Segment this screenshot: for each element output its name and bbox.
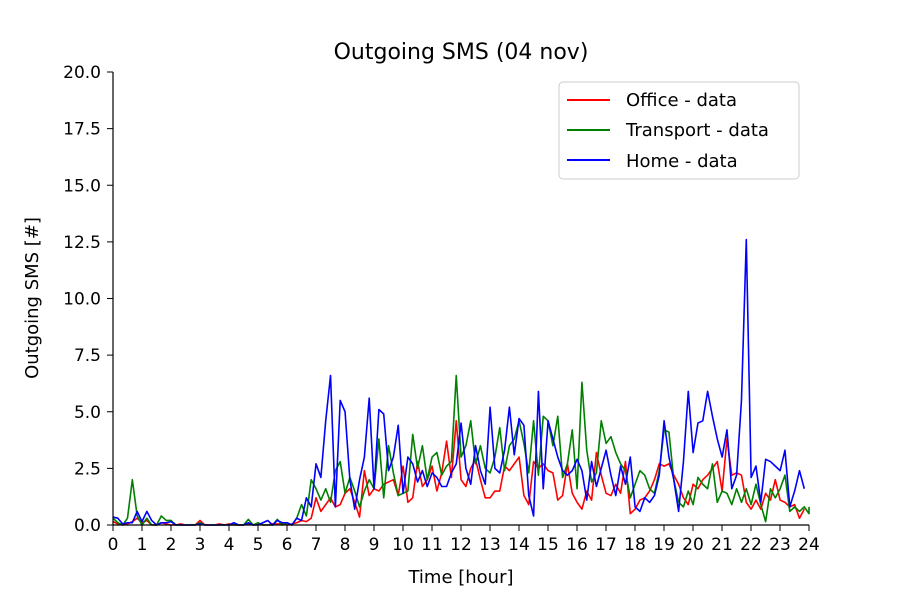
series-line-office: [112, 420, 806, 526]
x-tick-label: 12: [450, 535, 472, 555]
x-tick-label: 15: [537, 535, 559, 555]
series-line-transport: [112, 374, 810, 526]
y-tick-label: 2.5: [74, 459, 101, 479]
x-tick-label: 10: [392, 535, 414, 555]
x-tick-label: 6: [282, 535, 293, 555]
x-tick-label: 1: [137, 535, 148, 555]
x-tick-label: 4: [224, 535, 235, 555]
y-axis-ticks: 0.0 2.5 5.0 7.5 10.0 12.5 15.0 17.5 20.0: [63, 63, 113, 536]
x-tick-label: 3: [195, 535, 206, 555]
x-tick-label: 7: [311, 535, 322, 555]
chart-title: Outgoing SMS (04 nov): [334, 40, 589, 65]
legend-label-office: Office - data: [626, 90, 737, 111]
x-tick-label: 13: [479, 535, 501, 555]
legend-label-home: Home - data: [626, 151, 738, 172]
x-tick-label: 5: [253, 535, 264, 555]
x-tick-label: 2: [166, 535, 177, 555]
x-axis-label: Time [hour]: [407, 567, 513, 588]
x-tick-label: 16: [566, 535, 588, 555]
y-axis-label: Outgoing SMS [#]: [22, 217, 43, 379]
y-tick-label: 17.5: [63, 120, 101, 140]
x-tick-label: 22: [740, 535, 762, 555]
x-tick-label: 21: [711, 535, 733, 555]
series-layer: [112, 238, 810, 526]
x-tick-label: 17: [595, 535, 617, 555]
x-axis-ticks: 0 1 2 3 4 5 6 7 8 9 10 11 12 13 14 15 16 17 18 19 20 21 22 23 24: [108, 525, 820, 555]
x-tick-label: 14: [508, 535, 530, 555]
x-tick-label: 23: [769, 535, 791, 555]
x-tick-label: 18: [624, 535, 646, 555]
x-tick-label: 9: [369, 535, 380, 555]
y-tick-label: 12.5: [63, 233, 101, 253]
x-tick-label: 0: [108, 535, 119, 555]
legend: Office - data Transport - data Home - da…: [558, 81, 800, 180]
x-tick-label: 24: [798, 535, 820, 555]
legend-label-transport: Transport - data: [625, 120, 769, 141]
x-tick-label: 8: [340, 535, 351, 555]
y-tick-label: 7.5: [74, 346, 101, 366]
x-tick-label: 20: [682, 535, 704, 555]
x-tick-label: 11: [421, 535, 443, 555]
x-tick-label: 19: [653, 535, 675, 555]
y-tick-label: 0.0: [74, 516, 101, 536]
y-tick-label: 20.0: [63, 63, 101, 83]
legend-frame: [558, 81, 800, 180]
y-tick-label: 5.0: [74, 403, 101, 423]
y-tick-label: 15.0: [63, 176, 101, 196]
y-tick-label: 10.0: [63, 290, 101, 310]
